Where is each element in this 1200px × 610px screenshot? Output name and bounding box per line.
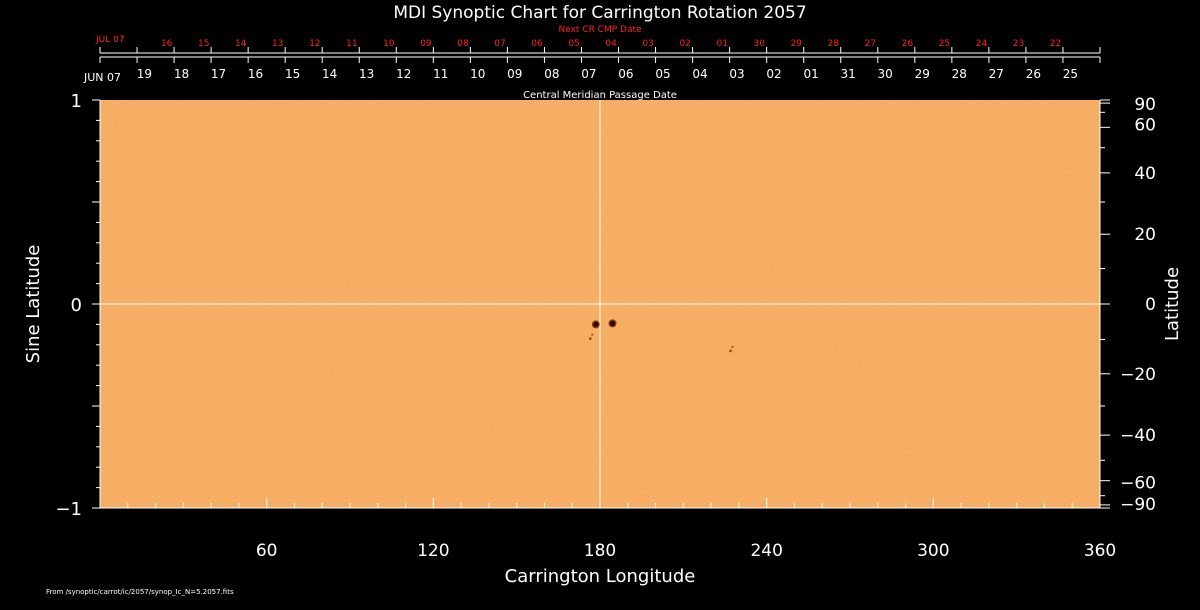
y-right-tick-label: 90 (1134, 95, 1156, 115)
next-cr-date-label: 29 (791, 39, 803, 49)
cmp-date-label: 25 (1063, 67, 1078, 81)
y-left-tick-label: −1 (55, 499, 82, 520)
x-axis-title: Carrington Longitude (505, 566, 696, 587)
next-cr-date-label: 25 (939, 39, 950, 49)
next-cr-date-label: 11 (346, 39, 357, 49)
cmp-date-label: 18 (174, 67, 189, 81)
y-left-tick-label: 1 (71, 91, 82, 112)
y-axis-title-right: Latitude (1162, 267, 1183, 341)
next-cr-date-label: 14 (235, 39, 247, 49)
cmp-date-label: 08 (544, 67, 559, 81)
x-tick-label: 240 (750, 541, 782, 561)
next-cr-date-label: 03 (642, 39, 653, 49)
cmp-date-label: 12 (396, 67, 411, 81)
next-cr-date-label: 08 (457, 39, 469, 49)
cmp-date-label: 03 (729, 67, 744, 81)
x-tick-label: 120 (417, 541, 449, 561)
next-cr-date-label: 22 (1050, 39, 1061, 49)
next-cr-date-label: 02 (679, 39, 690, 49)
next-cr-date-label: 05 (568, 39, 579, 49)
next-cr-date-label: 12 (309, 39, 320, 49)
cmp-date-label: 07 (581, 67, 596, 81)
next-cr-title: Next CR CMP Date (558, 25, 642, 35)
next-cr-date-label: 04 (605, 39, 617, 49)
y-right-tick-label: 40 (1134, 164, 1156, 184)
y-right-tick-label: −60 (1120, 474, 1156, 494)
plage-mark (591, 333, 594, 336)
cmp-date-label: 17 (211, 67, 226, 81)
cmp-date-label: 02 (766, 67, 781, 81)
next-cr-date-label: 28 (828, 39, 840, 49)
y-right-tick-label: −90 (1120, 495, 1156, 515)
next-cr-date-label: 30 (754, 39, 766, 49)
next-cr-date-label: 15 (198, 39, 209, 49)
next-cr-date-label: 10 (383, 39, 395, 49)
next-cr-date-label: 13 (272, 39, 283, 49)
cmp-date-ticks: JUN 07 19 18 17 16 15 14 13 12 11 10 09 08 07 06 05 04 03… (83, 57, 1101, 84)
y-axis-title-left: Sine Latitude (23, 245, 44, 364)
chart-title: MDI Synoptic Chart for Carrington Rotati… (393, 3, 806, 23)
cmp-date-label: 30 (878, 67, 893, 81)
cmp-date-label: 14 (322, 67, 337, 81)
next-cr-date-label: 23 (1013, 39, 1024, 49)
cmp-date-label: 26 (1026, 67, 1041, 81)
plage-mark (588, 337, 592, 341)
cmp-date-label: 09 (507, 67, 522, 81)
next-cr-date-label: 09 (420, 39, 432, 49)
y-right-tick-label: −20 (1120, 365, 1156, 385)
x-tick-label: 360 (1084, 541, 1116, 561)
cmp-date-label: 10 (470, 67, 485, 81)
cmp-date-label: 13 (359, 67, 374, 81)
x-tick-label: 300 (917, 541, 949, 561)
y-right-tick-label: 0 (1145, 295, 1156, 315)
next-cr-date-label: 26 (902, 39, 914, 49)
x-tick-label: 180 (584, 541, 616, 561)
y-right-tick-label: 20 (1134, 225, 1156, 245)
next-cr-date-label: 27 (865, 39, 876, 49)
cmp-date-label: 05 (655, 67, 670, 81)
next-cr-date-label: 01 (716, 39, 727, 49)
bottom-axis-ticks: 60 120 180 240 300 360 (99, 498, 1116, 561)
cmp-date-label: 29 (915, 67, 930, 81)
left-axis-ticks: 1 0 −1 (55, 91, 100, 520)
sunspot-features (588, 319, 734, 353)
y-right-tick-label: −40 (1120, 426, 1156, 446)
next-cr-date-label: 07 (494, 39, 505, 49)
next-cr-date-label: 24 (976, 39, 988, 49)
cmp-date-label: 16 (248, 67, 263, 81)
next-cr-ticks: JUL 07 16 15 14 13 12 11 10 09 08 07 06 05 04 03 02 01 30… (95, 35, 1101, 53)
next-cr-month-label: JUL 07 (95, 35, 125, 45)
y-left-tick-label: 0 (71, 295, 82, 316)
cmp-date-label: 11 (433, 67, 448, 81)
cmp-date-label: 04 (692, 67, 707, 81)
sunspot-umbra (593, 321, 599, 327)
cmp-date-label: 19 (137, 67, 152, 81)
cmp-date-label: 01 (803, 67, 818, 81)
cmp-date-label: 31 (841, 67, 856, 81)
cmp-date-label: 28 (952, 67, 967, 81)
next-cr-date-label: 06 (531, 39, 543, 49)
y-right-tick-label: 60 (1134, 115, 1156, 135)
next-cr-date-label: 16 (161, 39, 173, 49)
cmp-axis-title: Central Meridian Passage Date (523, 90, 677, 101)
cmp-date-label: 27 (989, 67, 1004, 81)
source-file-label: From /synoptic/carrot/ic/2057/synop_Ic_N… (46, 588, 234, 596)
sunspot-umbra (609, 320, 616, 326)
cmp-month-label: JUN 07 (83, 71, 121, 84)
plage-mark (731, 345, 734, 349)
cmp-date-label: 06 (618, 67, 633, 81)
plage-mark (729, 349, 732, 353)
x-tick-label: 60 (256, 541, 278, 561)
cmp-date-label: 15 (285, 67, 300, 81)
